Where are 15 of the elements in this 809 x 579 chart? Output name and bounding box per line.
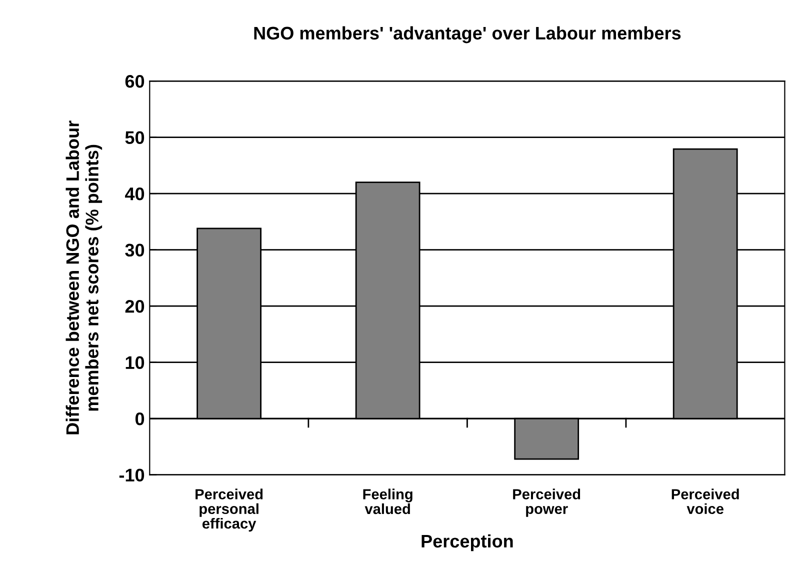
y-tick-label: 50 (125, 131, 144, 144)
y-tick-label: 60 (125, 74, 144, 88)
y-tick-label: 20 (125, 300, 144, 313)
y-tick-label: 30 (125, 244, 144, 257)
y-tick-label: 10 (126, 356, 144, 370)
x-tick-label: Perceived power (513, 488, 580, 517)
x-tick-label: Perceived personal efficacy (196, 488, 263, 532)
chart-title: NGO members' 'advantage' over Labour members (254, 26, 681, 44)
x-axis-title: Perception (422, 534, 513, 552)
y-tick-label: 0 (135, 412, 144, 426)
x-tick-label: Feeling valued (363, 488, 412, 514)
y-axis-title: Difference between NGO and Labour members net scores (% points) (66, 120, 102, 434)
y-tick-label: 40 (124, 187, 144, 200)
y-tick-label: -10 (119, 468, 144, 482)
x-tick-label: Perceived voice (672, 488, 739, 514)
